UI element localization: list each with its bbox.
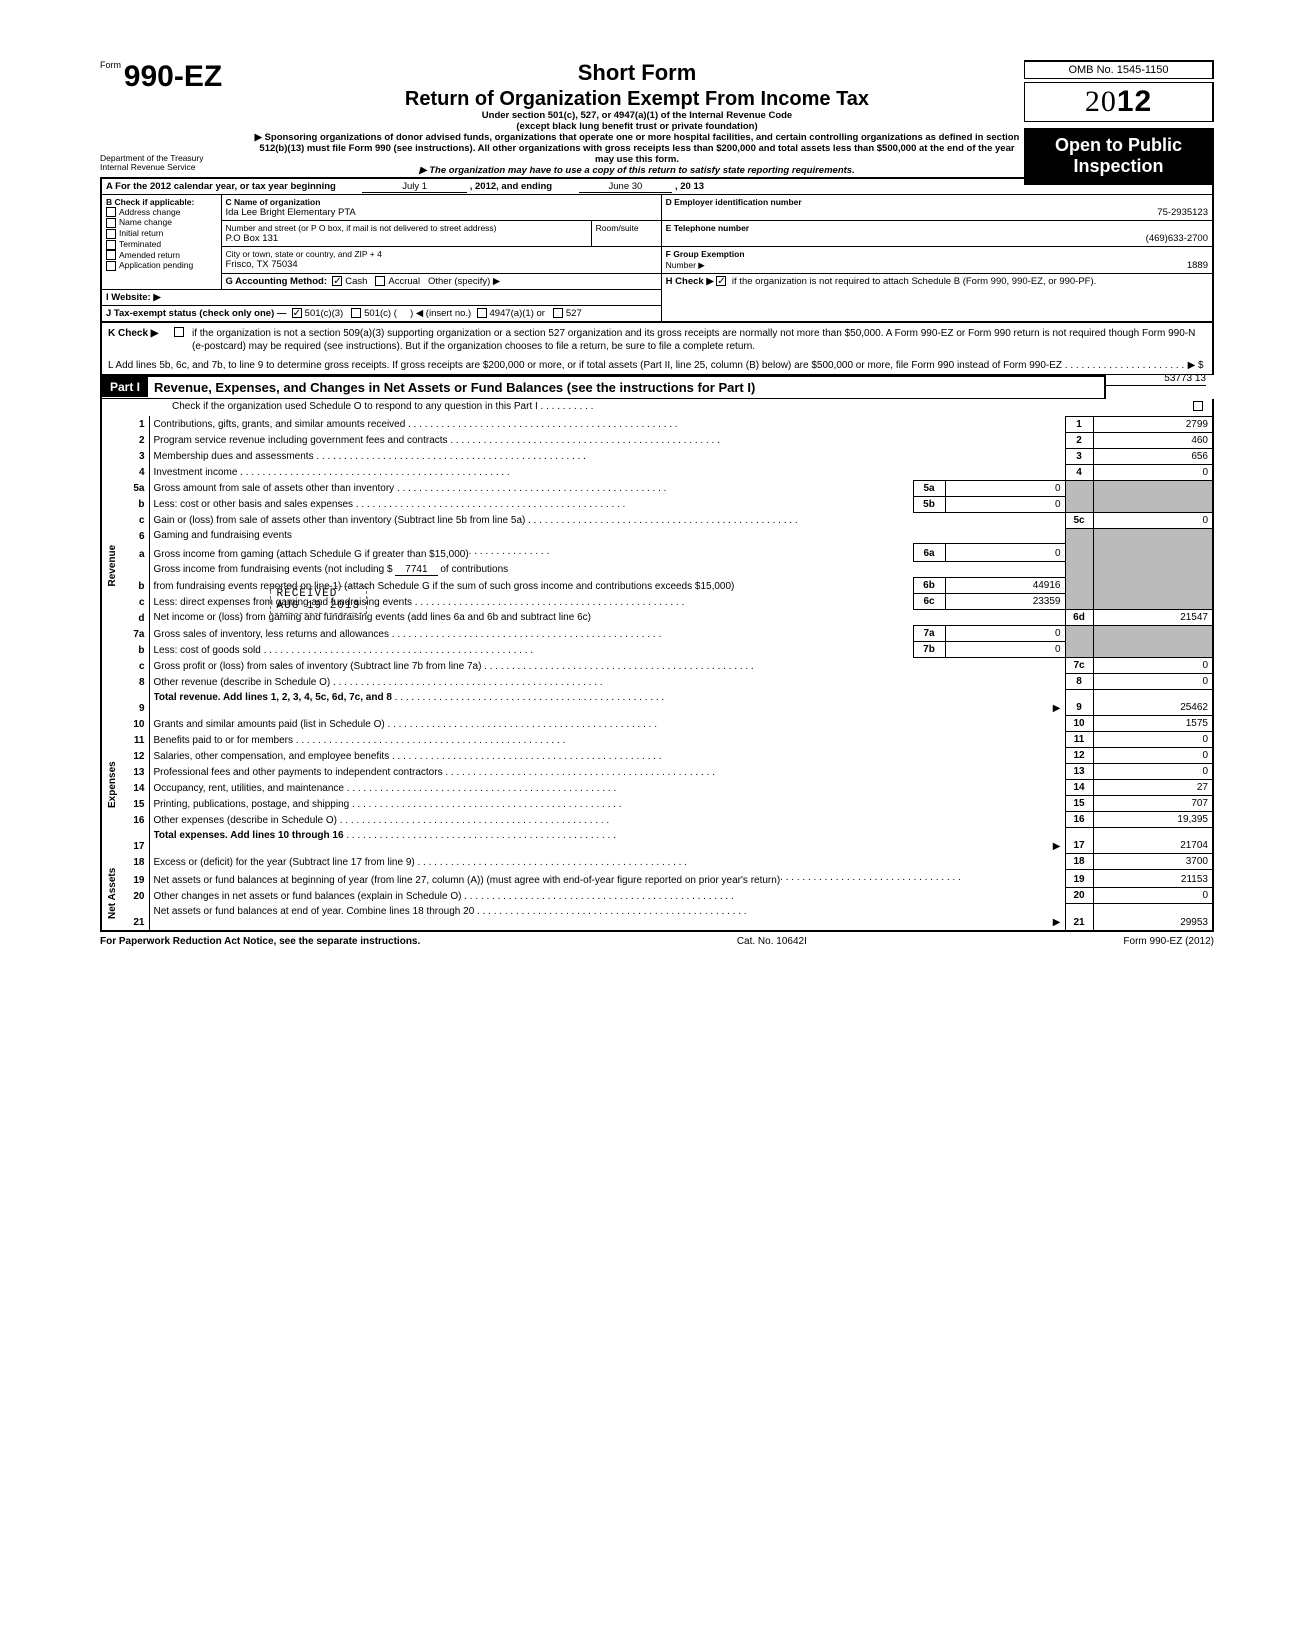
chk-schedule-b[interactable] <box>716 276 726 286</box>
form-990ez-label: 990-EZ <box>124 60 222 93</box>
section-b: B Check if applicable: Address change Na… <box>101 194 221 289</box>
part1-badge: Part I <box>102 377 148 397</box>
tax-year-end[interactable]: June 30 <box>579 181 673 193</box>
b-label: B Check if applicable: <box>106 197 217 207</box>
footer-catno: Cat. No. 10642I <box>737 936 807 947</box>
val-5a[interactable]: 0 <box>945 480 1065 496</box>
title-state-copy: ▶ The organization may have to use a cop… <box>250 166 1024 177</box>
chk-terminated[interactable] <box>106 240 116 250</box>
val-6b-contrib[interactable]: 7741 <box>395 564 437 576</box>
section-f: F Group Exemption Number ▶ 1889 <box>661 246 1213 273</box>
side-revenue-label: Revenue <box>101 416 123 716</box>
section-l: L Add lines 5b, 6c, and 7b, to line 9 to… <box>100 355 1214 375</box>
omb-number: OMB No. 1545-1150 <box>1024 60 1214 79</box>
section-k: K Check ▶ if the organization is not a s… <box>100 323 1214 355</box>
form-number-box: Form 990-EZ Department of the Treasury I… <box>100 60 250 173</box>
val-2[interactable]: 460 <box>1093 432 1213 448</box>
section-j: J Tax-exempt status (check only one) — 5… <box>101 305 661 322</box>
title-return-org: Return of Organization Exempt From Incom… <box>250 88 1024 111</box>
section-h: H Check ▶ if the organization is not req… <box>661 273 1213 322</box>
val-13[interactable]: 0 <box>1093 764 1213 780</box>
section-g: G Accounting Method: Cash Accrual Other … <box>221 273 661 289</box>
room-suite: Room/suite <box>591 220 661 246</box>
val-20[interactable]: 0 <box>1093 888 1213 904</box>
val-8[interactable]: 0 <box>1093 674 1213 690</box>
open-public-badge: Open to Public Inspection <box>1024 128 1214 185</box>
city-value[interactable]: Frisco, TX 75034 <box>226 259 657 270</box>
chk-app-pending[interactable] <box>106 261 116 271</box>
val-19[interactable]: 21153 <box>1093 870 1213 888</box>
part1-subtitle: Check if the organization used Schedule … <box>100 399 1214 416</box>
section-c-street: Number and street (or P O box, if mail i… <box>221 220 591 246</box>
form-header: OMB No. 1545-1150 2012 Open to Public In… <box>100 60 1214 177</box>
l-gross-receipts[interactable]: 53773 13 <box>1106 372 1206 386</box>
chk-501c3[interactable] <box>292 308 302 318</box>
open-public-line1: Open to Public <box>1025 135 1212 156</box>
chk-address-change[interactable] <box>106 207 116 217</box>
val-10[interactable]: 1575 <box>1093 716 1213 732</box>
side-expenses-label: Expenses <box>101 716 123 854</box>
val-5b[interactable]: 0 <box>945 496 1065 512</box>
val-21[interactable]: 29953 <box>1093 904 1213 931</box>
treasury-dept: Department of the Treasury Internal Reve… <box>100 154 250 173</box>
val-18[interactable]: 3700 <box>1093 854 1213 870</box>
part1-table: Revenue 1 Contributions, gifts, grants, … <box>100 416 1214 932</box>
header-grid: A For the 2012 calendar year, or tax yea… <box>100 177 1214 323</box>
tax-year-begin[interactable]: July 1 <box>362 181 467 193</box>
val-5c[interactable]: 0 <box>1093 512 1213 528</box>
part1-header: Part I Revenue, Expenses, and Changes in… <box>100 375 1106 399</box>
footer-formref: Form 990-EZ (2012) <box>1123 936 1214 947</box>
org-name[interactable]: Ida Lee Bright Elementary PTA <box>226 207 657 218</box>
chk-501c[interactable] <box>351 308 361 318</box>
section-e: E Telephone number (469)633-2700 <box>661 220 1213 246</box>
open-public-line2: Inspection <box>1025 156 1212 177</box>
page-footer: For Paperwork Reduction Act Notice, see … <box>100 936 1214 947</box>
val-15[interactable]: 707 <box>1093 796 1213 812</box>
val-1[interactable]: 2799 <box>1093 416 1213 432</box>
side-netassets-label: Net Assets <box>101 854 123 931</box>
val-11[interactable]: 0 <box>1093 732 1213 748</box>
chk-4947[interactable] <box>477 308 487 318</box>
section-c-city: City or town, state or country, and ZIP … <box>221 246 661 273</box>
val-7c[interactable]: 0 <box>1093 658 1213 674</box>
val-6b[interactable]: 44916 <box>945 578 1065 594</box>
chk-527[interactable] <box>553 308 563 318</box>
val-7b[interactable]: 0 <box>945 642 1065 658</box>
part1-title: Revenue, Expenses, and Changes in Net As… <box>148 377 761 398</box>
phone-value[interactable]: (469)633-2700 <box>666 233 1208 244</box>
chk-cash[interactable] <box>332 276 342 286</box>
street-value[interactable]: P.O Box 131 <box>226 233 587 244</box>
val-17[interactable]: 21704 <box>1093 828 1213 854</box>
val-6a[interactable]: 0 <box>945 544 1065 562</box>
section-i: I Website: ▶ <box>101 289 661 305</box>
received-stamp: RECEIVEDAUG 19 2013 <box>270 586 368 614</box>
chk-accrual[interactable] <box>375 276 385 286</box>
title-short-form: Short Form <box>250 60 1024 86</box>
val-12[interactable]: 0 <box>1093 748 1213 764</box>
val-14[interactable]: 27 <box>1093 780 1213 796</box>
val-6d[interactable]: 21547 <box>1093 610 1213 626</box>
val-4[interactable]: 0 <box>1093 464 1213 480</box>
form-word: Form <box>100 60 121 70</box>
val-16[interactable]: 19,395 <box>1093 812 1213 828</box>
val-3[interactable]: 656 <box>1093 448 1213 464</box>
section-c-name: C Name of organization Ida Lee Bright El… <box>221 194 661 220</box>
footer-left: For Paperwork Reduction Act Notice, see … <box>100 936 420 947</box>
chk-k[interactable] <box>174 327 184 337</box>
chk-initial-return[interactable] <box>106 229 116 239</box>
val-6c[interactable]: 23359 <box>945 594 1065 610</box>
val-9[interactable]: 25462 <box>1093 690 1213 716</box>
chk-amended[interactable] <box>106 250 116 260</box>
group-exemption-value[interactable]: 1889 <box>1187 260 1208 271</box>
title-sponsoring: ▶ Sponsoring organizations of donor advi… <box>250 133 1024 166</box>
chk-schedule-o[interactable] <box>1193 401 1203 411</box>
title-block: Short Form Return of Organization Exempt… <box>250 60 1024 177</box>
tax-year: 2012 <box>1024 82 1214 122</box>
ein-value[interactable]: 75-2935123 <box>666 207 1208 218</box>
section-d: D Employer identification number 75-2935… <box>661 194 1213 220</box>
chk-name-change[interactable] <box>106 218 116 228</box>
val-7a[interactable]: 0 <box>945 626 1065 642</box>
